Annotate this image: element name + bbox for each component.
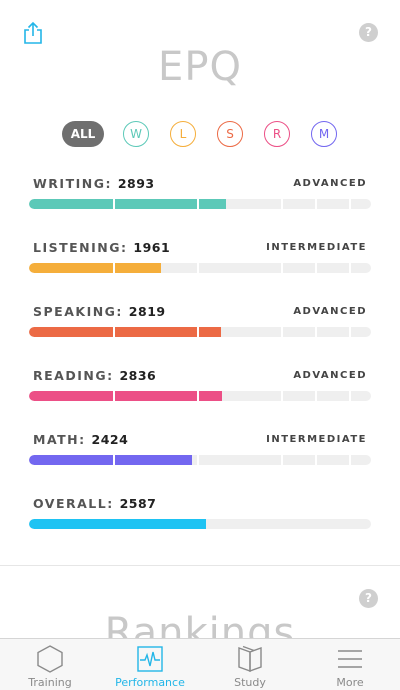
filter-reading-chip[interactable]: R [264,121,290,147]
segment-divider [281,263,283,273]
segment-divider [349,199,351,209]
segment-divider [349,391,351,401]
skill-row-speaking[interactable]: SPEAKING: 2819 ADVANCED [29,304,371,344]
segment-divider [315,263,317,273]
skill-row-overall[interactable]: OVERALL: 2587 [29,496,371,536]
skill-score: 2819 [128,304,166,319]
page-title: EPQ [158,44,242,90]
skill-progress-fill [29,391,222,401]
book-icon [235,645,265,673]
segment-divider [113,391,115,401]
skill-level: INTERMEDIATE [266,242,367,253]
skill-score: 2836 [119,368,157,383]
skill-score: 1961 [133,240,171,255]
skill-name: MATH: [33,432,86,447]
filter-listening-chip[interactable]: L [170,121,196,147]
skill-level: INTERMEDIATE [266,434,367,445]
skill-row-listening[interactable]: LISTENING: 1961 INTERMEDIATE [29,240,371,280]
segment-divider [113,455,115,465]
segment-divider [113,263,115,273]
menu-icon [335,645,365,673]
filter-speaking-chip[interactable]: S [217,121,243,147]
tab-bar: Training Performance Study [0,638,400,690]
filter-all-chip[interactable]: ALL [62,121,104,147]
pulse-chart-icon [135,645,165,673]
segment-divider [113,327,115,337]
skill-score: 2893 [117,176,155,191]
skill-progress-track [29,455,371,465]
segment-divider [197,327,199,337]
tab-label: More [336,676,364,689]
skill-progress-fill [29,455,192,465]
skill-row-math[interactable]: MATH: 2424 INTERMEDIATE [29,432,371,472]
skill-level: ADVANCED [293,370,367,381]
skill-level: ADVANCED [293,178,367,189]
section-divider [0,565,400,566]
skill-name: SPEAKING: [33,304,123,319]
help-icon[interactable]: ? [359,23,378,42]
skill-score: 2587 [119,496,157,511]
skill-progress-fill [29,519,206,529]
tab-label: Training [28,676,72,689]
segment-divider [315,327,317,337]
segment-divider [315,391,317,401]
skill-progress-track [29,263,371,273]
skill-progress-track [29,327,371,337]
filter-writing-chip[interactable]: W [123,121,149,147]
segment-divider [281,327,283,337]
skill-filter-bar: ALL W L S R M [0,121,400,147]
tab-label: Performance [115,676,185,689]
skill-progress-fill [29,199,226,209]
segment-divider [281,391,283,401]
segment-divider [197,455,199,465]
segment-divider [349,455,351,465]
segment-divider [349,327,351,337]
segment-divider [197,391,199,401]
skill-name: OVERALL: [33,496,114,511]
tab-training[interactable]: Training [0,639,100,690]
tab-label: Study [234,676,266,689]
skill-row-reading[interactable]: READING: 2836 ADVANCED [29,368,371,408]
skill-progress-fill [29,327,221,337]
segment-divider [281,199,283,209]
segment-divider [113,199,115,209]
segment-divider [197,263,199,273]
segment-divider [349,263,351,273]
skill-name: LISTENING: [33,240,128,255]
segment-divider [281,455,283,465]
skill-name: WRITING: [33,176,112,191]
segment-divider [197,199,199,209]
tab-performance[interactable]: Performance [100,639,200,690]
segment-divider [315,199,317,209]
skill-progress-track [29,391,371,401]
hexagon-icon [35,645,65,673]
tab-study[interactable]: Study [200,639,300,690]
skill-progress-track [29,519,371,529]
rankings-help-icon[interactable]: ? [359,589,378,608]
filter-math-chip[interactable]: M [311,121,337,147]
share-icon[interactable] [22,21,44,45]
tab-more[interactable]: More [300,639,400,690]
skill-level: ADVANCED [293,306,367,317]
segment-divider [315,455,317,465]
skill-row-writing[interactable]: WRITING: 2893 ADVANCED [29,176,371,216]
skill-progress-fill [29,263,161,273]
skill-name: READING: [33,368,114,383]
skill-score: 2424 [91,432,129,447]
skill-progress-track [29,199,371,209]
